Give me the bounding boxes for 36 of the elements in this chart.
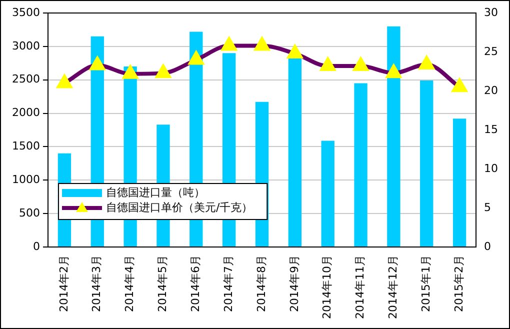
x-tick-label: 2014年6月	[189, 255, 202, 312]
x-tick-label: 2014年8月	[254, 255, 268, 312]
bar	[288, 58, 302, 247]
y-tick-label: 500	[18, 206, 40, 220]
x-tick-label: 2014年12月	[386, 255, 400, 320]
x-tick-label: 2014年5月	[156, 255, 170, 312]
legend-label: 自德国进口量（吨）	[106, 186, 205, 199]
y2-tick-label: 0	[484, 240, 492, 253]
y-tick-label: 2000	[12, 106, 40, 120]
y-tick-label: 0	[32, 240, 40, 253]
y2-tick-label: 10	[484, 162, 498, 175]
bar	[321, 140, 334, 247]
x-tick-label: 2014年9月	[288, 255, 301, 312]
legend-label: 自德国进口单价（美元/千克）	[106, 200, 253, 214]
y-tick-label: 3500	[12, 6, 40, 19]
x-tick-label: 2015年2月	[452, 255, 466, 312]
y-tick-label: 1000	[12, 173, 40, 186]
x-tick-label: 2014年2月	[57, 255, 70, 312]
x-tick-label: 2014年4月	[123, 255, 136, 312]
y-tick-label: 1500	[12, 140, 40, 153]
x-tick-label: 2014年3月	[90, 255, 104, 312]
x-tick-label: 2014年11月	[354, 255, 367, 320]
y-tick-label: 2500	[12, 72, 40, 86]
x-tick-label: 2014年7月	[222, 255, 235, 312]
bar	[420, 80, 434, 247]
x-tick-label: 2015年1月	[419, 255, 432, 312]
y2-tick-label: 5	[484, 200, 492, 214]
y-tick-label: 3000	[12, 39, 40, 52]
bar	[452, 118, 466, 247]
y2-tick-label: 15	[484, 122, 498, 136]
y2-tick-label: 25	[484, 44, 498, 58]
bar	[354, 83, 368, 247]
y2-tick-label: 30	[484, 6, 498, 19]
y2-tick-label: 20	[484, 84, 498, 97]
bar	[387, 26, 400, 247]
x-tick-label: 2014年10月	[320, 255, 334, 320]
